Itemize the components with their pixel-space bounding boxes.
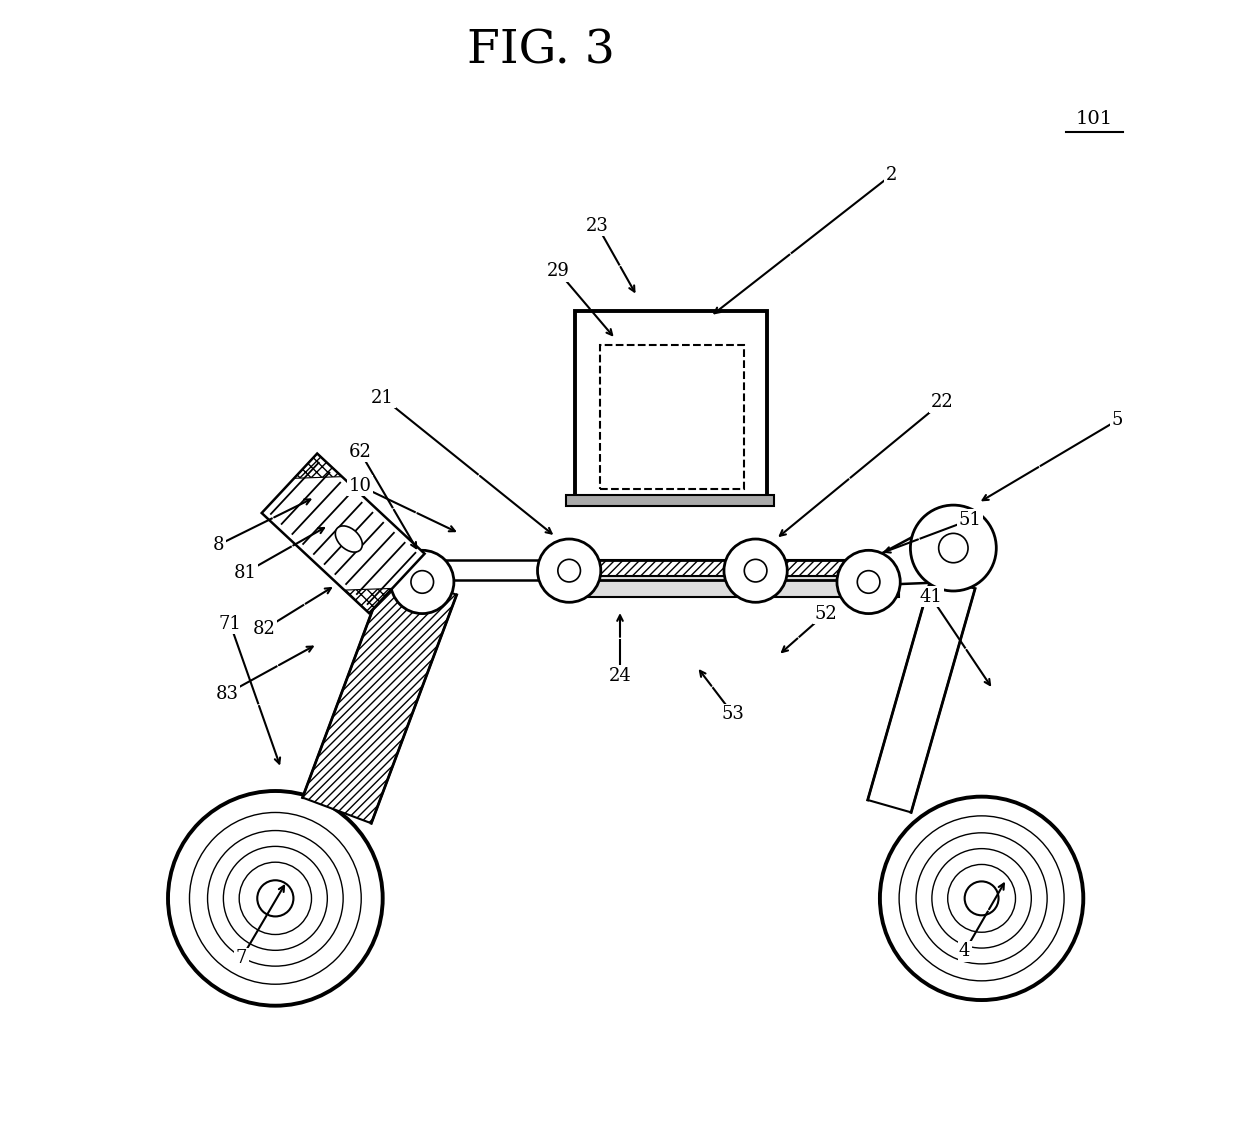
Text: 7: 7 bbox=[236, 949, 247, 967]
Text: 101: 101 bbox=[1076, 110, 1114, 128]
Circle shape bbox=[558, 559, 580, 582]
Circle shape bbox=[537, 539, 601, 602]
Text: 21: 21 bbox=[371, 389, 394, 407]
Polygon shape bbox=[262, 453, 424, 614]
Circle shape bbox=[391, 550, 454, 614]
FancyBboxPatch shape bbox=[565, 495, 774, 506]
Circle shape bbox=[257, 880, 294, 916]
Polygon shape bbox=[565, 576, 899, 597]
Text: 71: 71 bbox=[218, 615, 242, 633]
Circle shape bbox=[939, 533, 968, 563]
Circle shape bbox=[167, 791, 383, 1006]
Text: 83: 83 bbox=[216, 685, 238, 703]
Text: 81: 81 bbox=[233, 564, 257, 582]
Text: 24: 24 bbox=[609, 667, 631, 685]
Circle shape bbox=[880, 797, 1084, 1000]
Text: 2: 2 bbox=[885, 166, 897, 184]
Circle shape bbox=[744, 559, 766, 582]
Circle shape bbox=[965, 881, 998, 915]
Circle shape bbox=[910, 505, 996, 591]
Circle shape bbox=[857, 571, 880, 593]
Circle shape bbox=[410, 571, 434, 593]
Text: 82: 82 bbox=[253, 620, 275, 638]
Text: 53: 53 bbox=[722, 705, 744, 723]
Text: 22: 22 bbox=[931, 393, 954, 411]
Text: 8: 8 bbox=[213, 536, 224, 554]
Text: 23: 23 bbox=[587, 217, 609, 235]
Polygon shape bbox=[303, 570, 456, 824]
Text: FIG. 3: FIG. 3 bbox=[467, 28, 615, 73]
FancyBboxPatch shape bbox=[575, 311, 766, 497]
Ellipse shape bbox=[335, 525, 362, 553]
Circle shape bbox=[724, 539, 787, 602]
Text: 5: 5 bbox=[1111, 411, 1123, 429]
Text: 10: 10 bbox=[348, 477, 372, 495]
Text: 62: 62 bbox=[348, 443, 372, 461]
Polygon shape bbox=[868, 576, 975, 812]
Circle shape bbox=[837, 550, 900, 614]
Text: 51: 51 bbox=[959, 511, 982, 529]
Text: 52: 52 bbox=[815, 605, 837, 623]
Text: 29: 29 bbox=[547, 262, 569, 280]
Text: 4: 4 bbox=[959, 942, 971, 960]
Polygon shape bbox=[569, 560, 868, 580]
Text: 41: 41 bbox=[919, 588, 942, 606]
